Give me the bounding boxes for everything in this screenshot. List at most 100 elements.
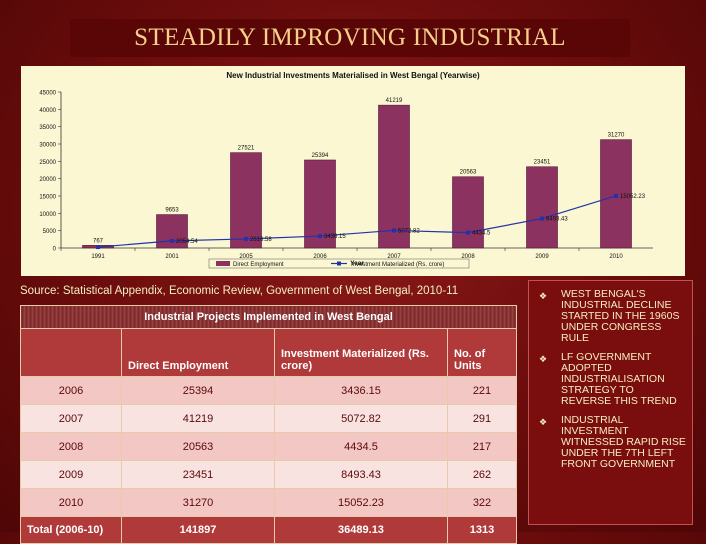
bar-value-label: 41219 bbox=[386, 98, 403, 104]
bar-value-label: 767 bbox=[93, 238, 104, 244]
y-tick-label: 35000 bbox=[39, 125, 56, 131]
investment-value-label: 8493.43 bbox=[546, 217, 568, 223]
table-cell: 1313 bbox=[447, 516, 517, 544]
table-cell: 4434.5 bbox=[274, 432, 448, 461]
investment-series-line bbox=[97, 195, 617, 248]
investment-value-label: 2054.54 bbox=[176, 239, 198, 245]
bullet-item: ❖ LF Government adopted industrialisatio… bbox=[539, 352, 686, 407]
table-cell: 15052.23 bbox=[274, 488, 448, 517]
table-cell: 23451 bbox=[121, 460, 275, 489]
bar-value-label: 27521 bbox=[238, 146, 255, 152]
table-cell: 291 bbox=[447, 404, 517, 433]
legend-box bbox=[208, 258, 470, 269]
investment-value-label: 5072.82 bbox=[398, 228, 420, 234]
y-tick-label: 30000 bbox=[39, 143, 56, 149]
investment-point bbox=[392, 228, 396, 233]
table-cell: 36489.13 bbox=[274, 516, 448, 544]
table-cell: 141897 bbox=[121, 516, 275, 544]
table-cell: 262 bbox=[447, 460, 517, 489]
investment-point bbox=[96, 245, 100, 250]
diamond-bullet-icon: ❖ bbox=[539, 417, 548, 427]
table-row: 2007 41219 5072.82 291 bbox=[20, 404, 517, 433]
bar bbox=[304, 159, 336, 249]
table-row: 2008 20563 4434.5 217 bbox=[20, 432, 517, 461]
investment-point bbox=[318, 234, 322, 239]
bar-value-label: 25394 bbox=[312, 153, 329, 159]
x-tick-label: 2001 bbox=[165, 254, 179, 260]
investment-value-label: 3436.15 bbox=[324, 234, 346, 240]
x-tick-label: 2010 bbox=[609, 254, 623, 260]
x-tick-label: 1991 bbox=[91, 254, 105, 260]
table-caption: Industrial Projects Implemented in West … bbox=[20, 305, 517, 329]
bullet-text: West Bengal's industrial decline started… bbox=[561, 288, 680, 344]
legend-label-investment: Investment Materialized (Rs. crore) bbox=[351, 262, 444, 268]
table-cell: 322 bbox=[447, 488, 517, 517]
x-tick-label: 2008 bbox=[461, 254, 475, 260]
table-cell: 2009 bbox=[20, 460, 122, 489]
bullet-item: ❖ Industrial investment witnessed rapid … bbox=[539, 415, 686, 470]
bullet-panel: ❖ West Bengal's industrial decline start… bbox=[528, 280, 693, 525]
investment-point bbox=[170, 238, 174, 243]
bullet-text: Industrial investment witnessed rapid ri… bbox=[561, 414, 686, 470]
y-tick-label: 10000 bbox=[39, 212, 56, 218]
table-cell: 217 bbox=[447, 432, 517, 461]
table-header-investment: Investment Materialized (Rs. crore) bbox=[274, 328, 448, 377]
projects-table: Industrial Projects Implemented in West … bbox=[20, 305, 517, 544]
legend-bar-swatch bbox=[216, 261, 230, 266]
table-cell: 5072.82 bbox=[274, 404, 448, 433]
bar-value-label: 9653 bbox=[165, 208, 179, 214]
bar bbox=[452, 176, 484, 249]
x-tick-label: 2009 bbox=[535, 254, 549, 260]
y-tick-label: 0 bbox=[53, 247, 57, 253]
investment-point bbox=[614, 193, 618, 198]
table-cell: 20563 bbox=[121, 432, 275, 461]
table-cell: 41219 bbox=[121, 404, 275, 433]
bar bbox=[230, 152, 262, 249]
investment-point bbox=[244, 236, 248, 241]
table-header-units: No. of Units bbox=[447, 328, 517, 377]
table-cell: 2007 bbox=[20, 404, 122, 433]
x-tick-label: 2005 bbox=[239, 254, 253, 260]
y-tick-label: 25000 bbox=[39, 160, 56, 166]
table-cell: 2008 bbox=[20, 432, 122, 461]
table-row: 2009 23451 8493.43 262 bbox=[20, 460, 517, 489]
legend-label-employment: Direct Employment bbox=[233, 262, 284, 268]
bar-line-chart: New Industrial Investments Materialised … bbox=[39, 71, 653, 269]
diamond-bullet-icon: ❖ bbox=[539, 354, 548, 364]
table-header-year bbox=[20, 328, 122, 377]
y-tick-label: 45000 bbox=[39, 91, 56, 97]
bullet-text: LF Government adopted industrialisation … bbox=[561, 351, 677, 407]
bullet-item: ❖ West Bengal's industrial decline start… bbox=[539, 289, 686, 344]
table-cell: Total (2006-10) bbox=[20, 516, 122, 544]
slide-title: STEADILY IMPROVING INDUSTRIAL SCENARIO bbox=[70, 19, 630, 89]
legend-line-marker bbox=[337, 261, 341, 266]
investment-value-label: 15052.23 bbox=[620, 194, 646, 200]
chart-panel: New Industrial Investments Materialised … bbox=[21, 66, 685, 276]
table-cell: 8493.43 bbox=[274, 460, 448, 489]
table-cell: 25394 bbox=[121, 376, 275, 405]
y-tick-label: 20000 bbox=[39, 177, 56, 183]
table-total-row: Total (2006-10) 141897 36489.13 1313 bbox=[20, 516, 517, 544]
bar bbox=[378, 104, 410, 249]
x-tick-label: 2007 bbox=[387, 254, 401, 260]
table-header-employment: Direct Employment bbox=[121, 328, 275, 377]
investment-point bbox=[466, 230, 470, 235]
table-cell: 31270 bbox=[121, 488, 275, 517]
investment-point bbox=[540, 216, 544, 221]
table-row: 2006 25394 3436.15 221 bbox=[20, 376, 517, 405]
table-cell: 221 bbox=[447, 376, 517, 405]
bar-value-label: 23451 bbox=[534, 160, 551, 166]
table-cell: 3436.15 bbox=[274, 376, 448, 405]
bar-value-label: 31270 bbox=[608, 133, 625, 139]
y-tick-label: 5000 bbox=[43, 229, 57, 235]
y-tick-label: 40000 bbox=[39, 108, 56, 114]
bar bbox=[526, 166, 558, 249]
x-axis-label: Year bbox=[350, 260, 364, 267]
bar bbox=[600, 139, 632, 249]
diamond-bullet-icon: ❖ bbox=[539, 291, 548, 301]
chart-title: New Industrial Investments Materialised … bbox=[226, 71, 480, 80]
table-cell: 2010 bbox=[20, 488, 122, 517]
source-note: Source: Statistical Appendix, Economic R… bbox=[20, 285, 459, 297]
x-tick-label: 2006 bbox=[313, 254, 327, 260]
table-row: 2010 31270 15052.23 322 bbox=[20, 488, 517, 517]
